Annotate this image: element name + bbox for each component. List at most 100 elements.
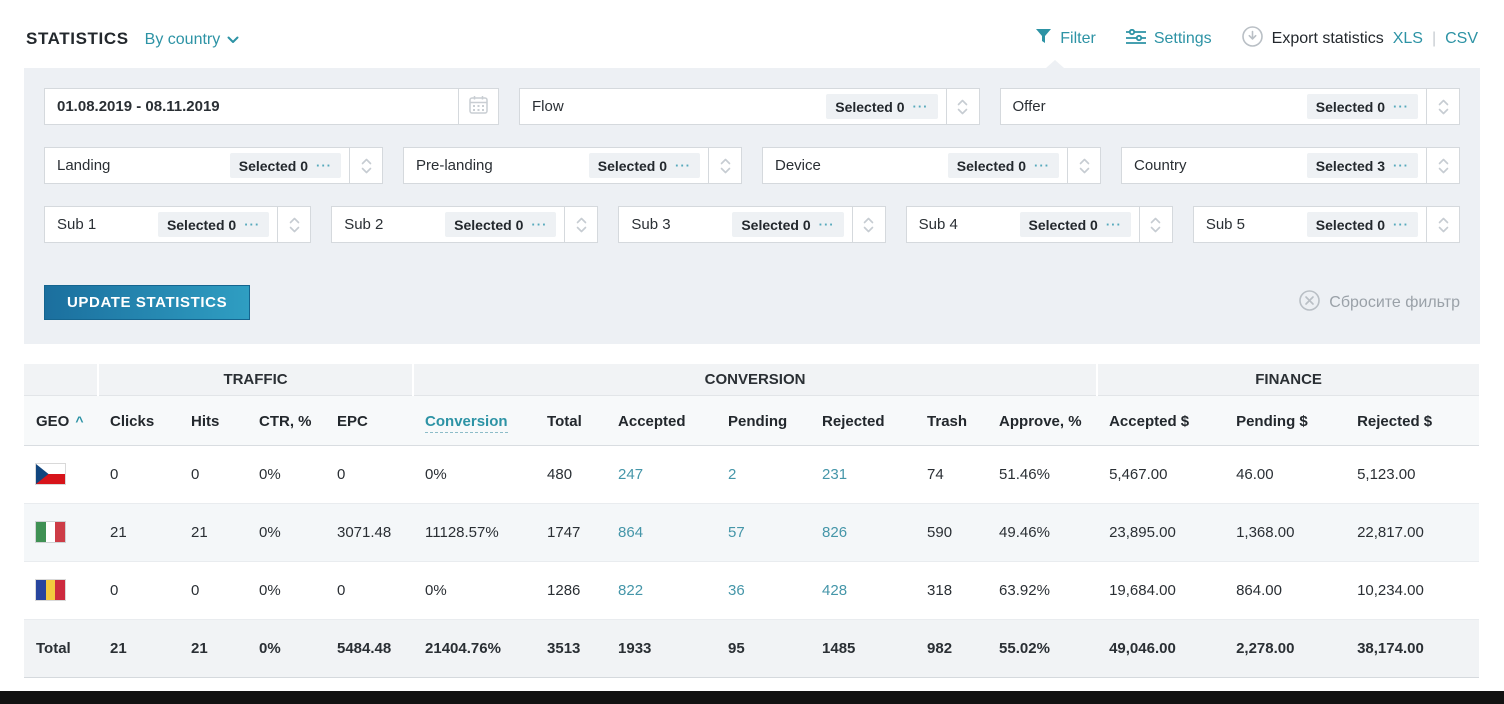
italy-flag-icon	[36, 522, 65, 542]
column-header-pending[interactable]: Pending	[716, 395, 811, 446]
filter-label: Filter	[1060, 30, 1096, 47]
more-options-icon[interactable]: ···	[244, 217, 261, 232]
cell: 46.00	[1224, 445, 1346, 504]
cell: 36	[716, 561, 811, 620]
select-spinner[interactable]	[1067, 148, 1100, 183]
conversion-count-link[interactable]: 2	[728, 465, 737, 483]
geo-cell	[24, 445, 98, 504]
selected-count-chip[interactable]: Selected 0 ···	[588, 153, 700, 178]
more-options-icon[interactable]: ···	[1034, 158, 1050, 173]
cell: 22,817.00	[1345, 503, 1480, 562]
total-label-cell: Total	[24, 618, 98, 678]
select-spinner[interactable]	[1426, 89, 1459, 124]
column-header-conversion[interactable]: Conversion	[413, 395, 536, 446]
select-spinner[interactable]	[708, 148, 741, 183]
chevron-down-icon	[227, 31, 239, 49]
conversion-count-link[interactable]: 231	[822, 465, 848, 483]
selected-count-chip[interactable]: Selected 0 ···	[229, 153, 341, 178]
filter-button[interactable]: Filter	[1035, 28, 1096, 50]
more-options-icon[interactable]: ···	[1393, 99, 1409, 114]
column-header-accepted-usd[interactable]: Accepted $	[1097, 395, 1225, 446]
more-options-icon[interactable]: ···	[531, 217, 548, 232]
column-header-clicks[interactable]: Clicks	[98, 395, 179, 446]
select-spinner[interactable]	[1426, 207, 1459, 242]
select-spinner[interactable]	[851, 207, 885, 242]
export-xls-link[interactable]: XLS	[1392, 30, 1423, 47]
selected-count-chip[interactable]: Selected 0 ···	[1306, 94, 1418, 119]
selected-count-chip[interactable]: Selected 3 ···	[1306, 153, 1418, 178]
selected-count-chip[interactable]: Selected 0 ···	[947, 153, 1059, 178]
more-options-icon[interactable]: ···	[1393, 217, 1410, 232]
filter-select-sub-2[interactable]: Sub 2 Selected 0 ···	[331, 206, 599, 243]
total-cell: 21	[98, 618, 179, 678]
more-options-icon[interactable]: ···	[912, 99, 929, 114]
cell: 3071.48	[325, 503, 414, 562]
filter-select-sub-5[interactable]: Sub 5 Selected 0 ···	[1192, 206, 1461, 243]
total-cell: 95	[716, 618, 811, 678]
geo-cell	[24, 561, 98, 620]
calendar-button[interactable]	[458, 89, 498, 124]
column-header-accepted[interactable]: Accepted	[606, 395, 717, 446]
total-cell: 38,174.00	[1345, 618, 1480, 678]
table-group-header-row: TRAFFIC CONVERSION FINANCE	[24, 364, 1480, 396]
conversion-count-link[interactable]: 36	[728, 581, 745, 599]
select-spinner[interactable]	[1426, 148, 1459, 183]
more-options-icon[interactable]: ···	[1105, 217, 1122, 232]
conversion-count-link[interactable]: 864	[618, 523, 644, 541]
selected-count-chip[interactable]: Selected 0 ···	[445, 212, 557, 237]
settings-label: Settings	[1153, 30, 1212, 47]
cell: 0%	[413, 445, 536, 504]
filter-select-offer[interactable]: Offer Selected 0 ···	[999, 88, 1460, 125]
column-header-geo[interactable]: GEO ^	[24, 395, 98, 446]
update-statistics-button[interactable]: UPDATE STATISTICS	[44, 285, 251, 320]
selected-count-chip[interactable]: Selected 0 ···	[1306, 212, 1419, 237]
settings-button[interactable]: Settings	[1125, 28, 1212, 50]
reset-filter-button[interactable]: Сбросите фильтр	[1299, 289, 1460, 316]
filter-select-label: Sub 4	[918, 216, 958, 233]
column-header-trash[interactable]: Trash	[915, 395, 988, 446]
selected-count-chip[interactable]: Selected 0 ···	[732, 212, 844, 237]
filter-select-device[interactable]: Device Selected 0 ···	[762, 147, 1101, 184]
more-options-icon[interactable]: ···	[818, 217, 835, 232]
select-spinner[interactable]	[564, 207, 597, 242]
conversion-count-link[interactable]: 822	[618, 581, 644, 599]
date-range-picker[interactable]: 01.08.2019 - 08.11.2019	[44, 88, 499, 125]
more-options-icon[interactable]: ···	[316, 158, 332, 173]
selected-count-label: Selected 0	[1315, 98, 1385, 115]
filter-select-flow[interactable]: Flow Selected 0 ···	[519, 88, 980, 125]
filter-panel: 01.08.2019 - 08.11.2019 Flow Selected 0 ··…	[24, 60, 1480, 344]
filter-select-pre-landing[interactable]: Pre-landing Selected 0 ···	[403, 147, 742, 184]
view-selector-dropdown[interactable]: By country	[145, 31, 240, 49]
selected-count-chip[interactable]: Selected 0 ···	[157, 212, 270, 237]
select-spinner[interactable]	[277, 207, 310, 242]
cell: 0	[179, 561, 247, 620]
select-spinner[interactable]	[349, 148, 382, 183]
select-spinner[interactable]	[945, 89, 979, 124]
filter-select-country[interactable]: Country Selected 3 ···	[1121, 147, 1460, 184]
conversion-count-link[interactable]: 57	[728, 523, 745, 541]
column-header-pending-usd[interactable]: Pending $	[1224, 395, 1346, 446]
export-divider: |	[1431, 30, 1437, 47]
column-header-epc[interactable]: EPC	[325, 395, 414, 446]
conversion-count-link[interactable]: 826	[822, 523, 848, 541]
column-header-approve[interactable]: Approve, %	[987, 395, 1098, 446]
column-header-total[interactable]: Total	[535, 395, 607, 446]
filter-select-landing[interactable]: Landing Selected 0 ···	[44, 147, 383, 184]
filter-select-sub-3[interactable]: Sub 3 Selected 0 ···	[618, 206, 886, 243]
conversion-count-link[interactable]: 428	[822, 581, 848, 599]
column-header-rejected-usd[interactable]: Rejected $	[1345, 395, 1480, 446]
select-spinner[interactable]	[1138, 207, 1172, 242]
selected-count-chip[interactable]: Selected 0 ···	[826, 94, 938, 119]
conversion-count-link[interactable]: 247	[618, 465, 644, 483]
cell: 0	[98, 561, 179, 620]
more-options-icon[interactable]: ···	[675, 158, 691, 173]
filter-select-sub-4[interactable]: Sub 4 Selected 0 ···	[905, 206, 1173, 243]
export-csv-link[interactable]: CSV	[1445, 30, 1478, 47]
column-header-rejected[interactable]: Rejected	[810, 395, 916, 446]
filter-select-sub-1[interactable]: Sub 1 Selected 0 ···	[44, 206, 312, 243]
column-header-hits[interactable]: Hits	[179, 395, 247, 446]
filter-select-label: Country	[1134, 157, 1187, 174]
selected-count-chip[interactable]: Selected 0 ···	[1019, 212, 1131, 237]
column-header-ctr[interactable]: CTR, %	[247, 395, 325, 446]
more-options-icon[interactable]: ···	[1393, 158, 1409, 173]
